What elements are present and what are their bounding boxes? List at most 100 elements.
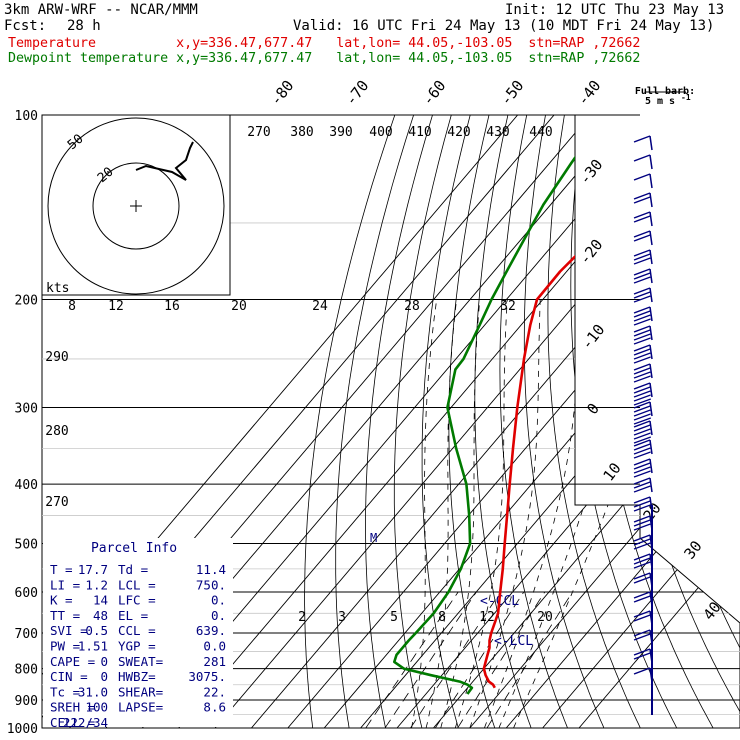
adiabat-label: 32 <box>500 299 516 314</box>
mixing-ratio-line <box>434 591 525 728</box>
wind-barb <box>633 534 653 550</box>
parcel-label: CELL = <box>50 715 95 730</box>
parcel-label: K = <box>50 593 73 608</box>
dry-adiabat <box>393 115 452 728</box>
dry-adiabat <box>421 115 471 728</box>
mixing-ratio-label: 20 <box>537 610 553 625</box>
hodograph-ring-outer <box>47 117 225 295</box>
isotherm-line <box>433 115 740 728</box>
parcel-value: 3075. <box>188 669 226 684</box>
mixing-ratio-line <box>384 591 477 728</box>
temperature-tick-label: -60 <box>419 77 450 109</box>
parcel-label: HWBZ= <box>118 669 156 684</box>
parcel-label: SVI = <box>50 623 88 638</box>
parcel-value: 22. <box>203 684 226 699</box>
hodograph-trace <box>135 141 194 181</box>
parcel-value: 14 <box>93 593 108 608</box>
parcel-value: 0 <box>100 669 108 684</box>
isotherm-line <box>578 115 740 728</box>
parcel-label: LI = <box>50 577 80 592</box>
temperature-tick-label: -70 <box>342 77 373 109</box>
dry-adiabat <box>570 115 678 728</box>
parcel-info-title: Parcel Info <box>91 541 177 556</box>
wind-barb <box>633 629 653 645</box>
dry-adiabat <box>714 115 740 728</box>
moist-adiabat <box>498 299 626 728</box>
moist-adiabat <box>454 299 508 728</box>
moist-adiabat <box>425 299 457 728</box>
wind-barb <box>633 230 653 246</box>
temperature-tick-label: -30 <box>576 156 607 188</box>
mixing-ratio-label: 12 <box>479 610 495 625</box>
dry-adiabat <box>547 115 641 728</box>
adiabat-label: 16 <box>164 299 180 314</box>
parcel-label: LAPSE= <box>118 700 163 715</box>
wind-barb <box>633 268 653 284</box>
pressure-label: 100 <box>15 109 38 124</box>
dry-adiabat <box>733 115 740 728</box>
wind-barb <box>633 363 653 383</box>
pressure-label: 900 <box>15 694 38 709</box>
m-marker: M <box>370 531 377 545</box>
parcel-label: SWEAT= <box>118 654 163 669</box>
wind-barb <box>633 211 653 227</box>
wind-barb <box>633 135 653 151</box>
parcel-value: 750. <box>196 577 226 592</box>
parcel-label: Td = <box>118 562 148 577</box>
mixing-ratio-label: 3 <box>338 610 346 625</box>
header-valid: Valid: 16 UTC Fri 24 May 13 (10 MDT Fri … <box>293 18 715 34</box>
parcel-value: 222/34 <box>63 715 108 730</box>
wind-barb <box>633 249 653 265</box>
theta-label: 420 <box>447 125 470 140</box>
dry-adiabat <box>448 115 496 728</box>
legend-dewpoint: Dewpoint temperature x,y=336.47,677.47 l… <box>8 51 641 66</box>
theta-left-label: 280 <box>45 424 68 439</box>
parcel-value: 0. <box>211 608 226 623</box>
parcel-value: 1.2 <box>85 577 108 592</box>
adiabat-label: 24 <box>312 299 328 314</box>
adiabat-label: 8 <box>68 299 76 314</box>
wind-barb <box>633 287 653 303</box>
pressure-label: 1000 <box>7 722 38 737</box>
mixing-ratio-label: 5 <box>390 610 398 625</box>
hodograph-unit: kts <box>46 281 69 296</box>
adiabat-label: 28 <box>404 299 420 314</box>
parcel-label: TT = <box>50 608 80 623</box>
parcel-value: 1.51 <box>78 639 108 654</box>
wind-barbs: Full barb:5 m s -1 <box>633 86 695 715</box>
parcel-value: 0 <box>100 654 108 669</box>
dry-adiabat <box>614 115 740 728</box>
theta-left-label: 270 <box>45 495 68 510</box>
parcel-label: LFC = <box>118 593 156 608</box>
mixing-ratio-line <box>457 591 546 728</box>
theta-label: 390 <box>329 125 352 140</box>
barb-legend-units: 5 m s <box>645 96 675 107</box>
parcel-value: 281 <box>203 654 226 669</box>
pressure-label: 400 <box>15 478 38 493</box>
pressure-label: 600 <box>15 586 38 601</box>
theta-label: 380 <box>290 125 313 140</box>
mixing-ratio-label: 8 <box>438 610 446 625</box>
parcel-value: 100 <box>85 700 108 715</box>
temperature-tick-label: 0 <box>583 400 603 418</box>
parcel-value: 0.5 <box>85 623 108 638</box>
isotherm-line <box>505 115 740 728</box>
pressure-label: 800 <box>15 663 38 678</box>
parcel-value: 0. <box>211 593 226 608</box>
header-model: 3km ARW-WRF -- NCAR/MMM <box>4 2 198 18</box>
wind-barb <box>633 591 653 607</box>
moist-adiabat <box>484 299 580 728</box>
parcel-value: 48 <box>93 608 108 623</box>
temperature-tick-label: 10 <box>599 459 624 484</box>
parcel-label: LCL = <box>118 577 156 592</box>
temperature-tick-label: 30 <box>680 537 705 562</box>
isotherm-line <box>542 115 740 728</box>
parcel-value: 639. <box>196 623 226 638</box>
temperature-tick-label: -20 <box>576 236 607 268</box>
parcel-label: YGP = <box>118 639 156 654</box>
temperature-tick-label: -50 <box>497 77 528 109</box>
theta-label: 410 <box>408 125 431 140</box>
